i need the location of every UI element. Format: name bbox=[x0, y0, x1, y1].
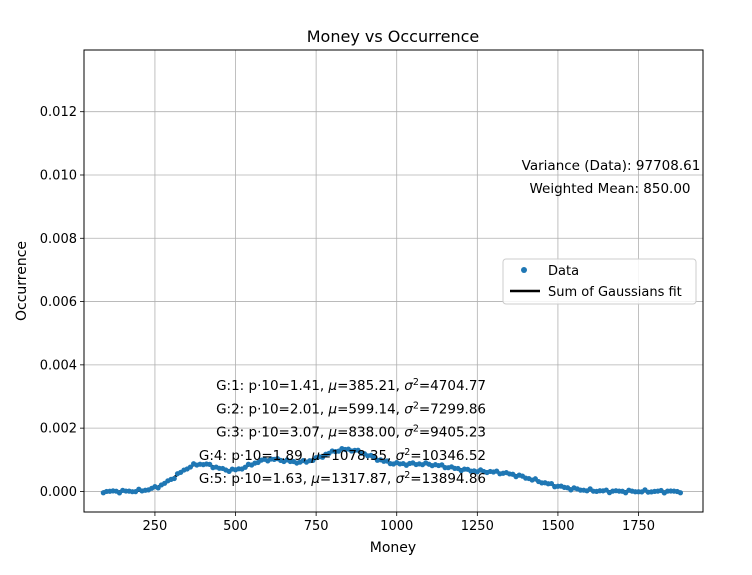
variance-annotation: Variance (Data): 97708.61 bbox=[522, 158, 701, 174]
y-tick-label: 0.000 bbox=[40, 485, 77, 500]
y-tick-label: 0.002 bbox=[40, 422, 77, 437]
legend: Data Sum of Gaussians fit bbox=[502, 258, 697, 305]
gaussian-labels: G:1: p·10=1.41, μ=385.21, σ2=4704.77 G:2:… bbox=[199, 377, 486, 488]
gaussian-label: G:3: p·10=3.07, μ=838.00, σ2=9405.23 bbox=[216, 423, 486, 441]
y-tick-label: 0.008 bbox=[40, 232, 77, 247]
data-layer bbox=[100, 445, 684, 496]
y-tick-label: 0.012 bbox=[40, 105, 77, 120]
gaussian-label: G:5: p·10=1.63, μ=1317.87, σ2=13894.86 bbox=[199, 470, 486, 488]
legend-label-fit: Sum of Gaussians fit bbox=[548, 285, 682, 300]
x-tick-label: 1750 bbox=[622, 519, 655, 534]
y-tick-label: 0.006 bbox=[40, 295, 77, 310]
legend-label-data: Data bbox=[548, 264, 579, 279]
x-axis-label: Money bbox=[370, 540, 416, 556]
data-point bbox=[319, 454, 326, 460]
ticks: 250 500 750 1000 1250 1500 1750 0.000 0.002 0.004… bbox=[40, 105, 655, 534]
gaussian-label: G:4: p·10=1.89, μ=1078.35, σ2=10346.52 bbox=[199, 446, 486, 464]
legend-box bbox=[502, 258, 697, 305]
data-point bbox=[171, 475, 177, 482]
x-tick-label: 1250 bbox=[461, 519, 494, 534]
legend-marker-data bbox=[521, 267, 527, 273]
x-tick-label: 750 bbox=[304, 519, 329, 534]
gaussian-label: G:1: p·10=1.41, μ=385.21, σ2=4704.77 bbox=[216, 377, 486, 395]
x-tick-label: 1500 bbox=[541, 519, 574, 534]
data-point bbox=[207, 461, 213, 467]
gaussian-label: G:2: p·10=2.01, μ=599.14, σ2=7299.86 bbox=[216, 400, 486, 418]
y-axis-label: Occurrence bbox=[14, 241, 30, 321]
data-point bbox=[677, 490, 684, 496]
y-tick-label: 0.004 bbox=[40, 358, 77, 373]
data-point bbox=[548, 480, 555, 487]
chart-title: Money vs Occurrence bbox=[307, 27, 480, 46]
y-tick-label: 0.010 bbox=[40, 168, 77, 183]
data-point bbox=[187, 464, 193, 470]
x-tick-label: 500 bbox=[223, 519, 248, 534]
x-tick-label: 250 bbox=[143, 519, 168, 534]
weighted-mean-annotation: Weighted Mean: 850.00 bbox=[529, 181, 690, 197]
plot-frame bbox=[83, 49, 704, 513]
x-tick-label: 1000 bbox=[380, 519, 413, 534]
